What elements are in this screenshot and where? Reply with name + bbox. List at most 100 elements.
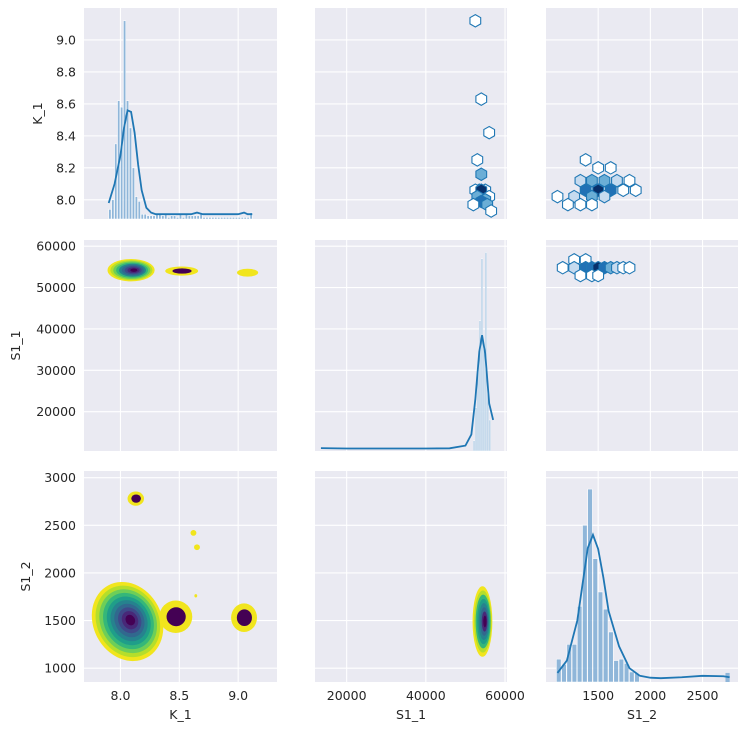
hexbin-cell [561,197,574,212]
kde-contour [172,268,192,274]
hist-bar [208,217,212,219]
panel-content [472,586,493,657]
hist-bar [481,258,483,451]
hist-bar [205,217,209,219]
hexbin-cell [598,189,611,204]
hist-bar [140,213,144,219]
hexbin-cell [579,153,592,167]
ytick-label: 1500 [44,613,76,628]
xtick-label: 40000 [406,688,446,703]
hexbin-cell [592,161,605,175]
kde-contour [483,615,487,628]
kde-line [320,335,495,450]
hist-bar [237,217,241,219]
kde-contour [125,614,136,626]
hist-bar [482,345,485,451]
hexbin-cell [556,260,569,275]
panel-content [320,252,495,451]
hist-bar [196,215,200,219]
hexbin-cell [585,173,598,188]
xtick-label: 2500 [687,688,719,703]
hexbin-cell [469,13,482,28]
hist-bar [608,631,614,682]
hexbin-cell [585,197,598,212]
hist-bar [629,671,635,682]
hist-bar [134,196,138,219]
hist-bar [234,217,238,219]
kde-contour [130,268,138,272]
hist-bar [193,215,197,219]
hist-bar [182,217,185,219]
hist-bar [214,217,218,219]
hist-bar [587,488,593,682]
hexbin-cell [467,197,480,212]
kde-contour [194,544,200,551]
hexbin-cell [617,183,630,198]
hexbin-cell [604,161,617,175]
panel-K_1-vs-S1_2 [546,8,738,219]
kde-contour [166,607,186,627]
hexbin-cell [629,183,642,198]
hist-bar [582,525,588,682]
hist-bar [571,644,577,682]
hist-bar [618,658,624,682]
x-axis-label: S1_1 [396,707,426,722]
panel-content [467,13,498,218]
panel-content [91,491,257,662]
hist-bar [176,217,179,219]
ytick-label: 50000 [36,280,76,295]
hist-bar [173,215,177,219]
hist-bar [475,407,477,451]
ytick-label: 8.0 [56,192,76,207]
panel-K_1-vs-K_1 [84,8,277,219]
hexbin-cell [475,167,488,182]
xtick-label: 9.0 [228,688,248,703]
kde-line [107,109,253,216]
kde-line [556,532,730,680]
hist-bar [229,217,232,219]
panel-content [556,253,636,283]
kde-contour [194,594,198,598]
hexbin-cell [611,173,623,188]
panel-content [556,488,730,682]
ytick-label: 1000 [44,661,76,676]
hist-bar [143,213,147,219]
hist-bar [223,217,227,219]
hexbin-cell [623,260,636,275]
ytick-label: 8.8 [56,64,76,79]
panel-S1_2-vs-S1_1 [315,471,507,682]
kde-contour [131,494,141,503]
hist-bar [132,167,135,219]
x-axis-label: S1_2 [627,707,657,722]
hexbin-cell [574,197,587,212]
hist-bar [217,217,221,219]
hist-bar [597,591,604,682]
ytick-label: 2500 [44,518,76,533]
xtick-label: 20000 [327,688,367,703]
hist-bar [473,440,475,451]
hexbin-cell [551,189,564,204]
hist-bar [202,217,206,219]
hist-bar [137,201,141,219]
kde-contour [236,609,252,627]
hist-bar [603,608,609,682]
kde-contour [236,268,259,277]
hist-bar [167,217,171,219]
hist-bar [146,215,150,219]
hexbin-cell [483,125,496,140]
hist-bar [211,217,215,219]
ytick-label: 30000 [36,363,76,378]
hexbin-cell [592,268,605,283]
ytick-label: 8.6 [56,96,76,111]
hist-bar [613,660,619,682]
hist-bar [111,199,115,219]
hist-bar [161,215,165,219]
xtick-label: 8.5 [169,688,189,703]
hexbin-cell [471,153,484,167]
hist-bar [190,215,194,219]
panel-S1_2-vs-S1_2 [546,471,738,682]
hist-bar [126,100,129,219]
panel-content [551,153,642,212]
hist-bar [149,215,153,219]
hist-bar [108,209,112,219]
